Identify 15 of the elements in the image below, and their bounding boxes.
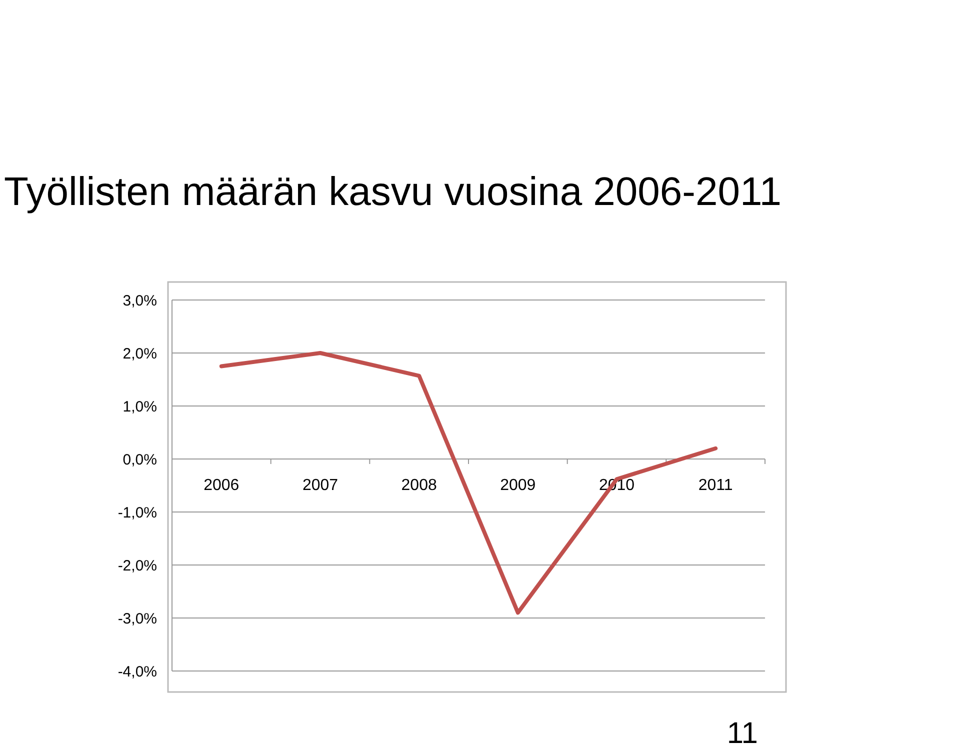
y-tick-label: -2,0% [118, 557, 157, 574]
text: 11 [726, 717, 758, 747]
y-tick-label: 2,0% [122, 345, 157, 362]
y-tick-label: -1,0% [118, 504, 157, 522]
y-tick-label: 0,0% [122, 451, 157, 468]
x-tick-label: 2007 [302, 477, 338, 494]
y-tick-label: -4,0% [118, 663, 157, 680]
x-tick-label: 2011 [698, 477, 733, 494]
x-tick-label: 2009 [500, 477, 536, 494]
y-tick-label: -3,0% [118, 610, 157, 628]
y-tick-label: 1,0% [122, 398, 157, 416]
chart-title: Työllisten määrän kasvu vuosina 2006-2011 [4, 170, 782, 214]
x-tick-label: 2008 [401, 477, 437, 494]
y-tick-label: 3,0% [122, 292, 157, 310]
x-tick-label: 2006 [204, 477, 240, 494]
